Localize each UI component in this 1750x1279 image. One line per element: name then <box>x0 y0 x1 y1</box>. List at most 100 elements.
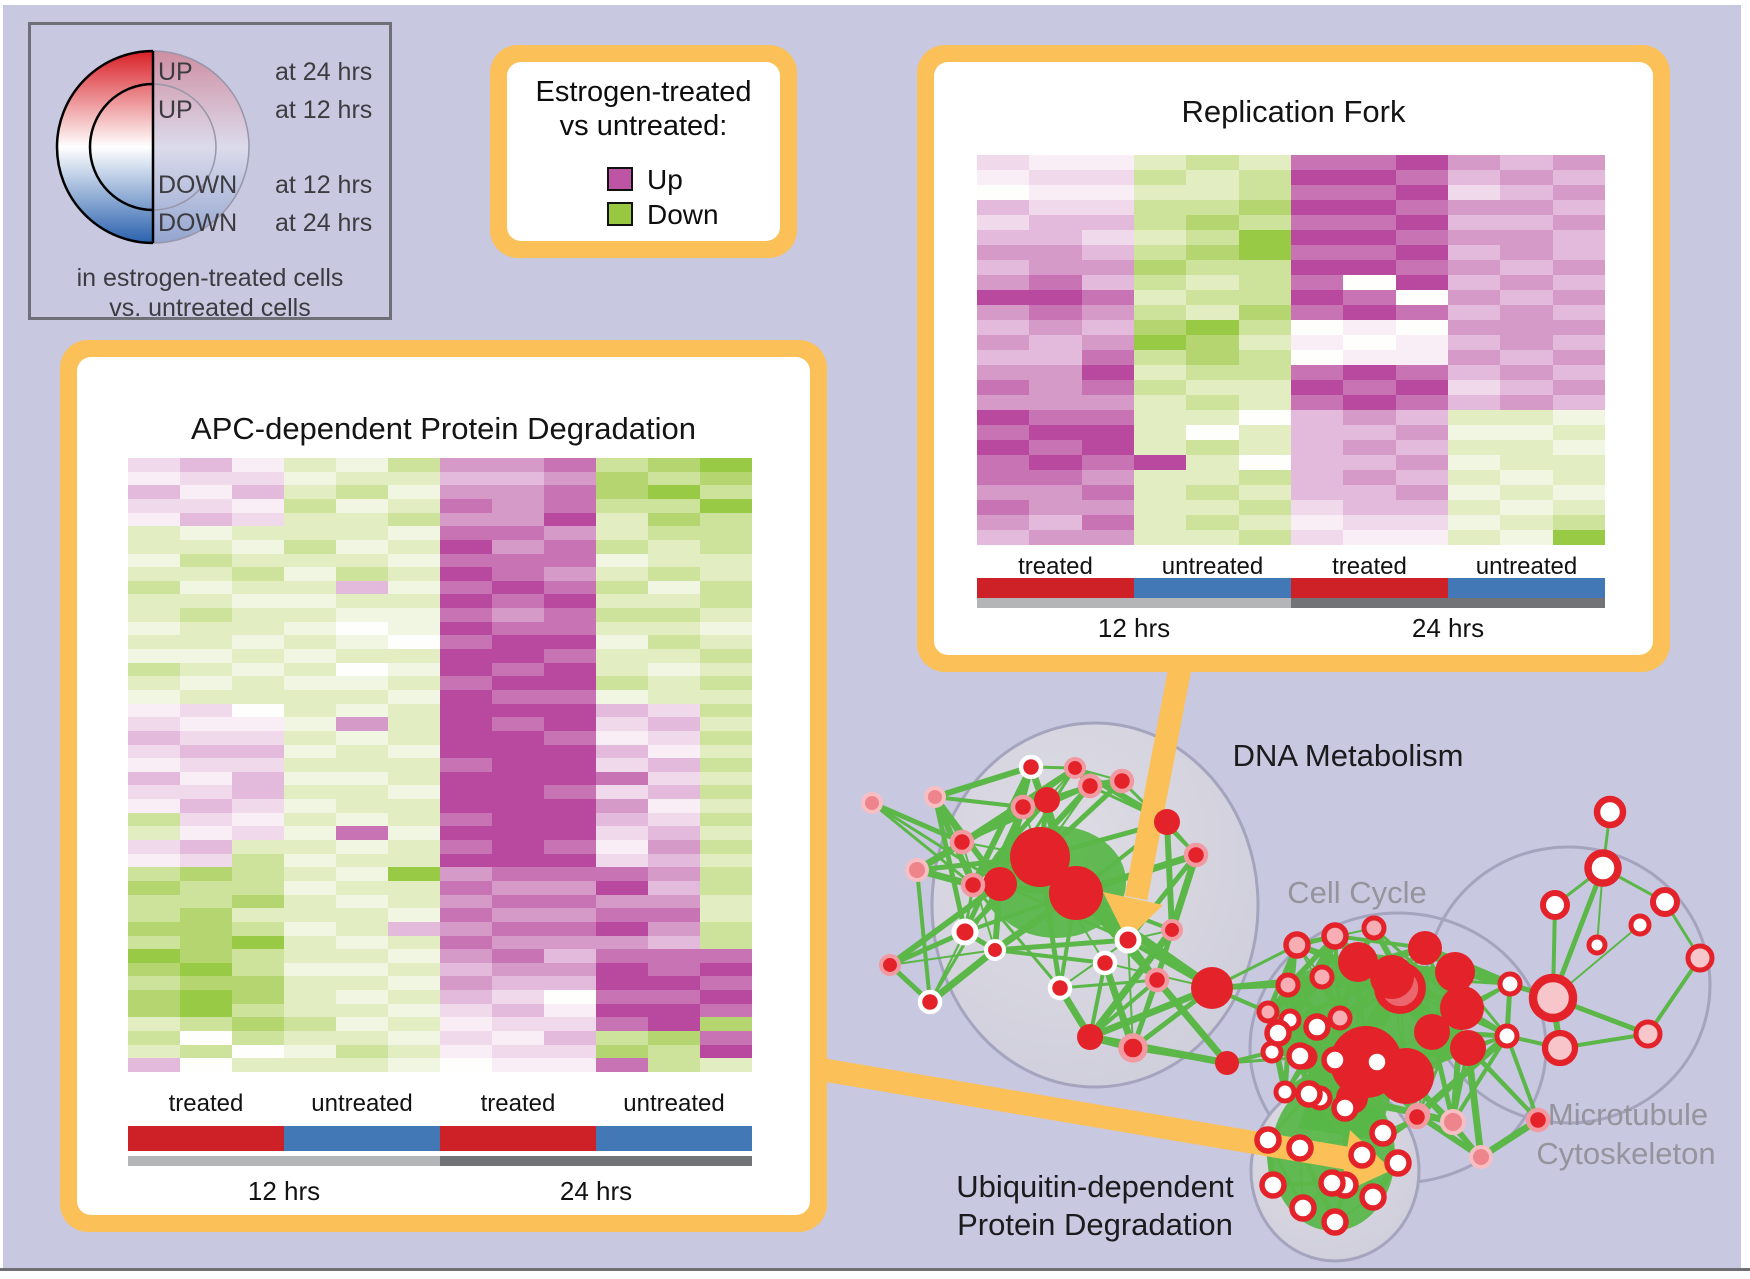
heatmap-cell <box>232 635 284 650</box>
heatmap-cell <box>1395 395 1448 410</box>
heatmap-cell <box>700 758 752 772</box>
heatmap-cell <box>128 485 180 499</box>
heatmap-cell <box>1447 410 1501 425</box>
heatmap-cell <box>492 921 544 936</box>
heatmap-cell <box>1290 530 1344 545</box>
heatmap-cell <box>232 703 284 718</box>
network-node-dna <box>1092 950 1118 976</box>
heatmap-cell <box>232 526 284 540</box>
heatmap-cell <box>440 662 492 677</box>
heatmap-cell <box>1133 200 1187 215</box>
heatmap-cell <box>1552 425 1605 440</box>
network-edge <box>1266 934 1337 1014</box>
down-label: Down <box>647 199 719 230</box>
heatmap-cell <box>1029 440 1082 455</box>
heatmap-cell <box>180 1044 232 1059</box>
heatmap-cell <box>544 485 596 499</box>
heatmap-cell <box>336 744 388 759</box>
heatmap-cell <box>492 990 544 1004</box>
network-node-dna <box>924 786 946 808</box>
heatmap-cell <box>128 744 180 759</box>
heatmap-cell <box>1290 395 1344 410</box>
heatmap-cell <box>700 703 752 718</box>
heatmap-cell <box>1290 230 1344 245</box>
group-label-untreated: untreated <box>1475 553 1578 580</box>
heatmap-cell <box>1186 425 1239 440</box>
heatmap-cell <box>977 260 1030 275</box>
heatmap-cell <box>544 512 596 527</box>
heatmap-cell <box>648 485 700 499</box>
heatmap-cell <box>1186 245 1239 260</box>
heatmap-cell <box>1029 515 1082 530</box>
heatmap-cell <box>977 320 1030 335</box>
network-edge <box>934 764 1032 800</box>
heatmap-cell <box>128 949 180 963</box>
network-edge <box>888 929 967 968</box>
heatmap-cell <box>1552 230 1605 245</box>
heatmap-cell <box>1395 515 1448 530</box>
network-node-ub <box>1348 1141 1376 1169</box>
heatmap-cell <box>544 826 596 841</box>
heatmap-cell <box>1500 455 1553 470</box>
heatmap-cell <box>1081 215 1134 230</box>
heatmap-cell <box>700 962 752 977</box>
heatmap-cell <box>648 990 700 1004</box>
heatmap-cell <box>336 921 388 936</box>
heatmap-cell <box>648 1017 700 1032</box>
heatmap-cell <box>700 717 752 731</box>
heatmap-cell <box>388 458 440 472</box>
heatmap-cell <box>1552 395 1605 410</box>
replication-fork-panel-title: Replication Fork <box>1181 94 1406 129</box>
heatmap-cell <box>388 853 440 868</box>
heatmap-cell <box>232 908 284 922</box>
heatmap-cell <box>1290 185 1344 200</box>
heatmap-cell <box>977 485 1030 500</box>
heatmap-cell <box>388 526 440 540</box>
group-label-treated: treated <box>168 1090 244 1117</box>
heatmap-cell <box>596 471 648 486</box>
heatmap-cell <box>1552 365 1605 380</box>
heatmap-cell <box>232 771 284 786</box>
heatmap-cell <box>1447 185 1501 200</box>
heatmap-cell <box>544 908 596 922</box>
heatmap-cell <box>700 894 752 909</box>
heatmap-cell <box>388 880 440 895</box>
heatmap-cell <box>1395 380 1448 395</box>
heatmap-cell <box>492 1058 544 1072</box>
heatmap-cell <box>1029 410 1082 425</box>
heatmap-cell <box>388 1017 440 1032</box>
heatmap-cell <box>700 826 752 841</box>
heatmap-cell <box>1238 320 1291 335</box>
heatmap-cell <box>596 908 648 922</box>
heatmap-cell <box>388 730 440 745</box>
heatmap-cell <box>1447 530 1501 545</box>
heatmap-cell <box>128 1017 180 1032</box>
heatmap-cell <box>1500 275 1553 290</box>
replication-fork-panel-inner: Replication Fork treated untreated treated… <box>934 62 1653 655</box>
heatmap-cell <box>492 826 544 841</box>
heatmap-cell <box>180 730 232 745</box>
heatmap-cell <box>1133 515 1187 530</box>
heatmap-cell <box>596 526 648 540</box>
figure-bottom-rule <box>0 1268 1750 1271</box>
network-node-ub <box>1359 1183 1387 1211</box>
heatmap-cell <box>1238 305 1291 320</box>
heatmap-cell <box>284 962 336 977</box>
heatmap-cell <box>1447 290 1501 305</box>
network-node-mt <box>1540 890 1570 920</box>
heatmap-cell <box>284 894 336 909</box>
heatmap-cell <box>648 812 700 827</box>
heatmap-cell <box>180 771 232 786</box>
heatmap-cell <box>440 976 492 991</box>
heatmap-cell <box>544 580 596 595</box>
heatmap-cell <box>440 921 492 936</box>
heatmap-cell <box>388 990 440 1004</box>
heatmap-cell <box>648 608 700 622</box>
heatmap-cell <box>1552 500 1605 515</box>
heatmap-cell <box>1186 215 1239 230</box>
heatmap-cell <box>1029 170 1082 185</box>
heatmap-cell <box>648 703 700 718</box>
network-edge <box>889 949 996 966</box>
network-node-ub <box>1303 1013 1331 1041</box>
network-node-cc <box>1378 1048 1434 1104</box>
